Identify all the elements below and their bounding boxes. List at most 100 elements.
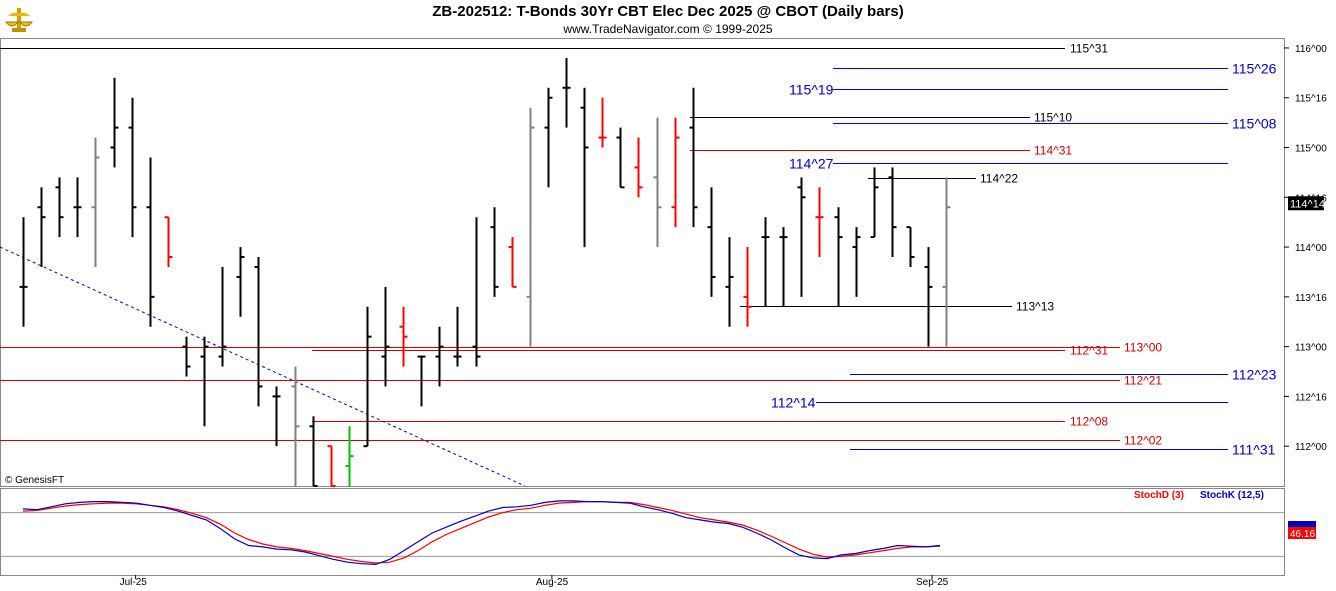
ohlc-bar xyxy=(797,177,806,297)
y-tick-label: 113^00 xyxy=(1295,343,1327,354)
ohlc-bar xyxy=(616,127,625,189)
price-panel-border xyxy=(0,38,1285,487)
trend-line xyxy=(0,246,526,487)
ohlc-bar xyxy=(671,117,680,228)
stoch-k-badge xyxy=(1288,521,1316,531)
level-label: 115^08 xyxy=(1232,116,1277,132)
ohlc-bar xyxy=(272,386,281,447)
chart-frame xyxy=(0,38,1285,576)
level-label: 112^14 xyxy=(771,395,816,411)
level-label: 115^19 xyxy=(789,82,834,98)
ohlc-bar xyxy=(852,227,861,297)
ohlc-bar xyxy=(73,177,82,238)
stoch-panel-border xyxy=(0,488,1285,576)
ohlc-bar xyxy=(472,217,481,367)
ohlc-bar xyxy=(91,137,100,267)
level-label: 111^31 xyxy=(1232,442,1276,458)
ohlc-bar xyxy=(490,207,499,297)
level-label: 114^27 xyxy=(789,156,834,172)
chart-header: ZB-202512: T-Bonds 30Yr CBT Elec Dec 202… xyxy=(0,0,1336,38)
ohlc-bar xyxy=(761,217,770,307)
ohlc-bar xyxy=(653,117,662,248)
time-axis: Jul-25 Aug-25 Sep-25 xyxy=(120,575,949,588)
y-tick-label: 114^00 xyxy=(1295,243,1327,254)
x-tick-label: Aug-25 xyxy=(536,577,569,588)
ohlc-bar xyxy=(399,306,408,367)
level-label: 113^13 xyxy=(1016,300,1054,314)
level-label: 115^10 xyxy=(1034,111,1072,125)
ohlc-bar xyxy=(888,167,897,258)
ohlc-bar xyxy=(924,247,933,347)
trend-line xyxy=(0,246,526,487)
stochd-legend: StochD (3) xyxy=(1134,490,1184,501)
stoch-d-line xyxy=(22,501,941,564)
level-label: 113^00 xyxy=(1124,341,1162,355)
ohlc-bar xyxy=(200,336,209,427)
stochastic-panel: StochD (3) StochK (12,5) 46.16 xyxy=(0,490,1316,566)
level-label: 114^31 xyxy=(1034,144,1072,158)
ohlc-bar xyxy=(707,187,716,297)
y-tick-label: 112^00 xyxy=(1295,442,1327,453)
ohlc-bar xyxy=(19,217,28,327)
ohlc-bar xyxy=(327,445,336,487)
ohlc-bar xyxy=(164,216,173,267)
y-tick-label: 115^00 xyxy=(1295,144,1327,155)
ohlc-bar xyxy=(906,226,915,267)
ohlc-bar xyxy=(508,237,517,288)
ohlc-bar xyxy=(779,227,788,307)
ohlc-bar xyxy=(110,77,119,168)
x-tick-label: Jul-25 xyxy=(120,577,148,588)
ohlc-bar xyxy=(634,137,643,198)
ohlc-bar xyxy=(743,247,752,327)
level-label: 115^26 xyxy=(1232,61,1277,77)
chart-title: ZB-202512: T-Bonds 30Yr CBT Elec Dec 202… xyxy=(432,3,904,20)
gold-pan-balance-logo xyxy=(4,8,34,32)
ohlc-bar xyxy=(725,237,734,327)
stoch-d-badge xyxy=(1288,527,1316,539)
ohlc-bar xyxy=(417,355,426,407)
last-price-text: 114^14 xyxy=(1290,198,1325,210)
ohlc-bar xyxy=(236,247,245,317)
price-axis: 116^00115^16115^00114^16114^00113^16113^… xyxy=(1284,44,1327,453)
ohlc-bar xyxy=(453,306,462,367)
ohlc-bar xyxy=(37,187,46,267)
level-label: 115^31 xyxy=(1070,42,1108,56)
last-price-badge xyxy=(1288,196,1324,211)
level-label: 112^08 xyxy=(1070,415,1108,429)
ohlc-bar xyxy=(580,87,589,248)
stoch-k-line xyxy=(22,500,941,566)
ohlc-bar xyxy=(544,87,553,188)
ohlc-bar xyxy=(689,87,698,228)
ohlc-bar xyxy=(942,177,951,347)
level-label: 112^02 xyxy=(1124,434,1162,448)
stoch-badge-text: 46.16 xyxy=(1290,529,1315,540)
level-label: 114^22 xyxy=(980,172,1018,186)
ohlc-bar xyxy=(435,326,444,387)
y-tick-label: 113^16 xyxy=(1295,293,1327,304)
ohlc-bar xyxy=(526,107,535,347)
ohlc-bar xyxy=(55,177,64,238)
ohlc-bar xyxy=(834,207,843,307)
x-tick-label: Sep-25 xyxy=(916,577,949,588)
ohlc-bar xyxy=(815,187,824,258)
y-tick-label: 115^16 xyxy=(1295,94,1327,105)
ohlc-bar xyxy=(381,286,390,387)
ohlc-bar xyxy=(345,426,354,486)
ohlc-bar xyxy=(870,167,879,239)
stochk-legend: StochK (12,5) xyxy=(1200,490,1264,501)
ohlc-bar xyxy=(218,266,227,367)
ohlc-bar xyxy=(146,157,155,327)
ohlc-bar xyxy=(128,97,137,238)
chart-subtitle: www.TradeNavigator.com © 1999-2025 xyxy=(563,22,773,36)
ohlc-bar xyxy=(363,306,372,448)
ohlc-bar xyxy=(182,336,191,377)
ohlc-bar xyxy=(598,97,607,148)
ohlc-bar xyxy=(562,57,571,128)
ohlc-bars xyxy=(19,57,951,487)
watermark: © GenesisFT xyxy=(5,475,64,486)
support-resistance-levels: 115^31 115^26 115^19 115^10 115^08 114^31 114^… xyxy=(0,42,1277,458)
ohlc-bar xyxy=(291,366,300,486)
level-label: 112^23 xyxy=(1232,367,1277,383)
level-label: 112^31 xyxy=(1070,344,1108,358)
